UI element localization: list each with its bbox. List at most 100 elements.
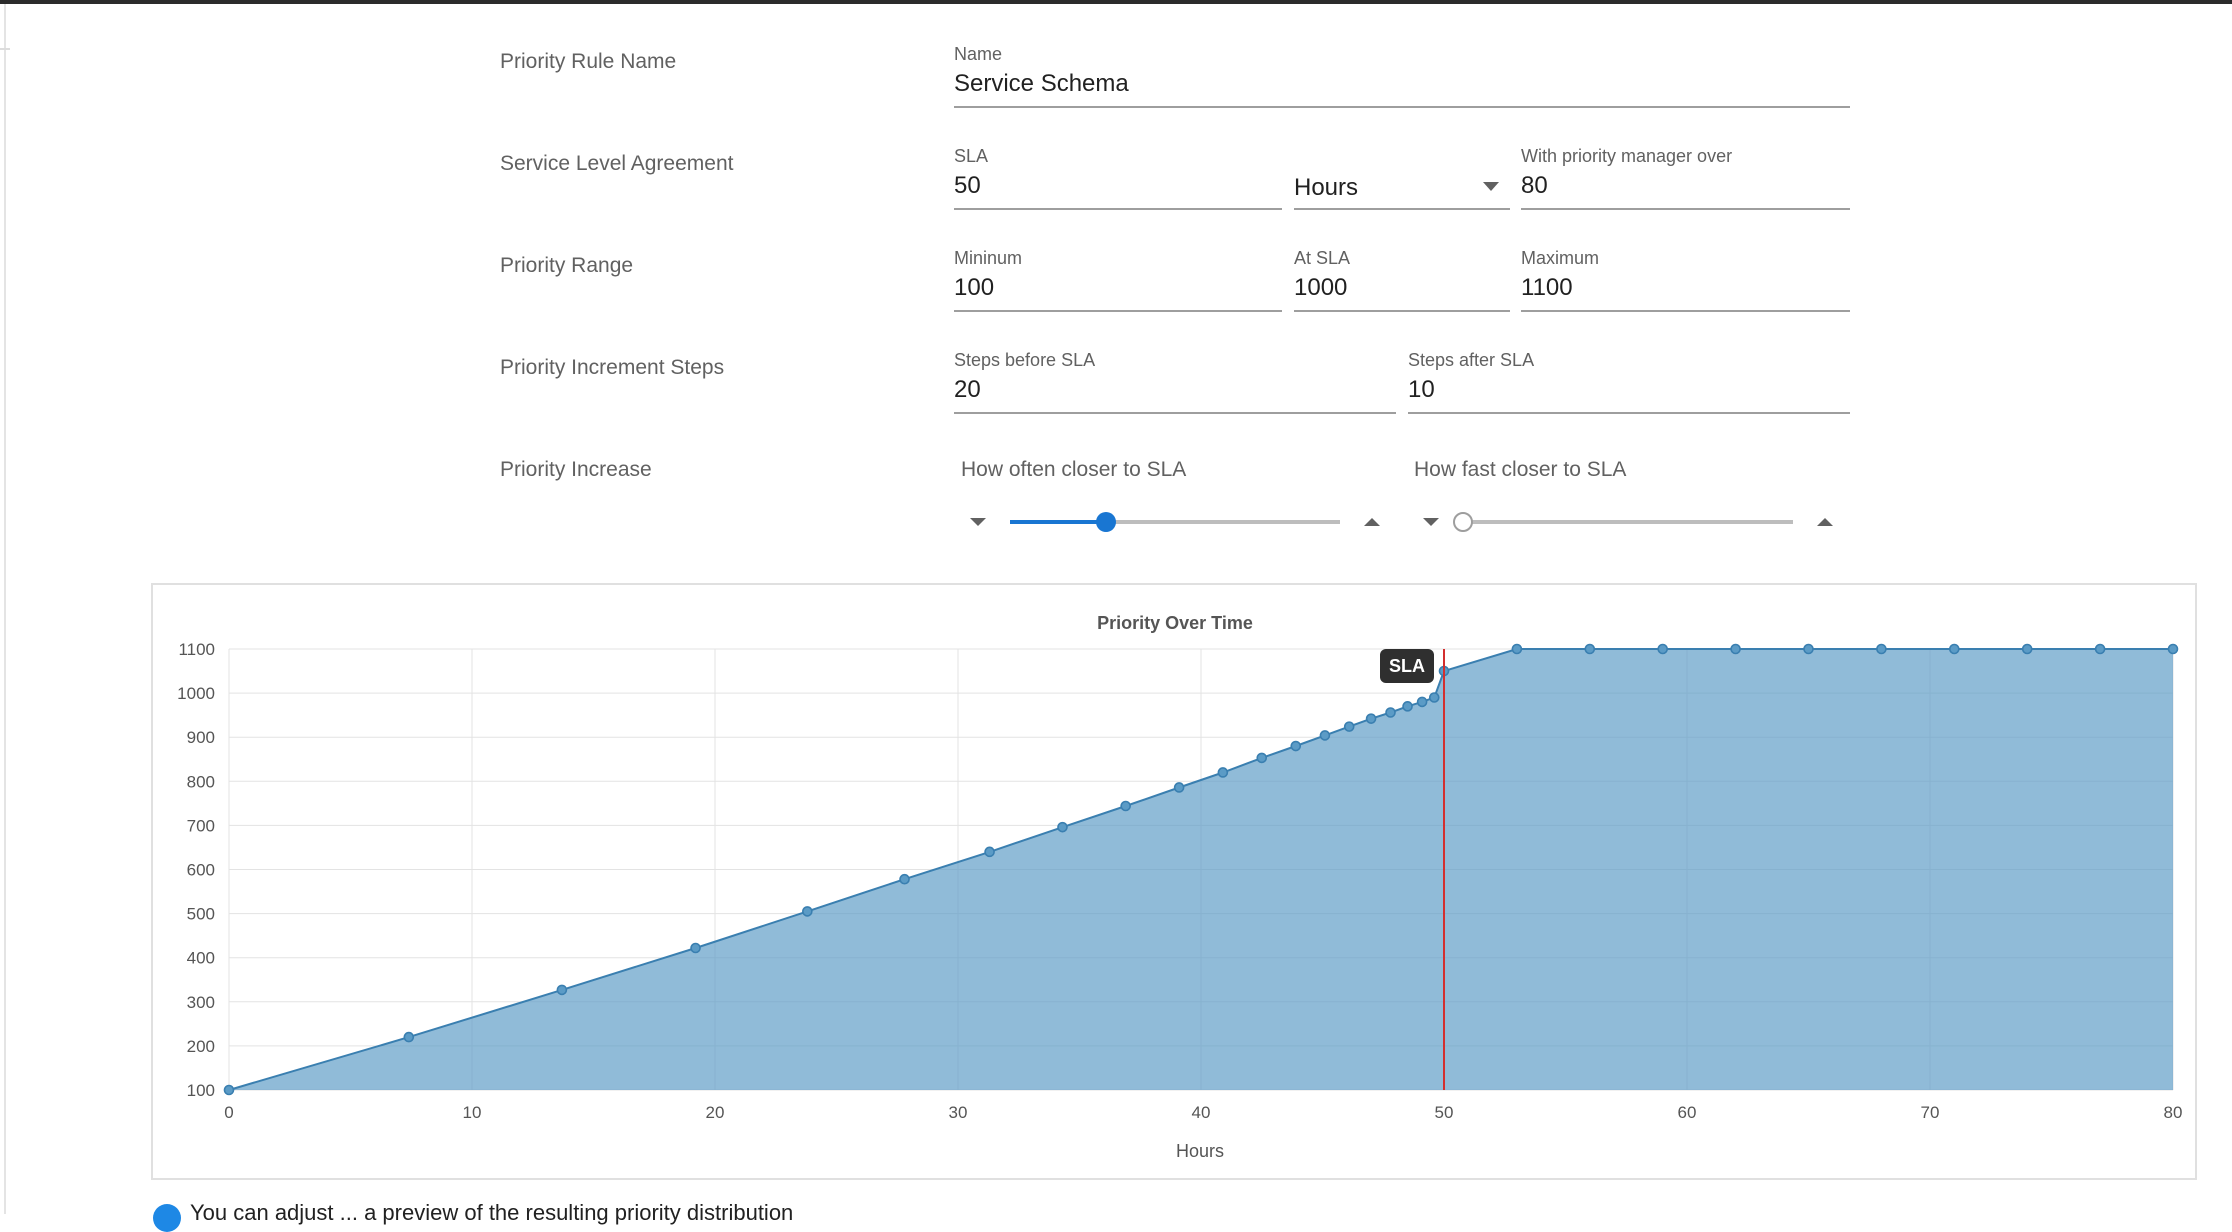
data-point bbox=[1657, 643, 1668, 655]
chevron-down-icon[interactable] bbox=[1483, 182, 1499, 191]
steps-before-sla-input[interactable]: 20 bbox=[954, 376, 981, 403]
maximum-label: Maximum bbox=[1521, 248, 1600, 268]
x-tick-label: 40 bbox=[1192, 1103, 1211, 1122]
often-slider-thumb[interactable] bbox=[1095, 512, 1116, 532]
data-point bbox=[1217, 767, 1229, 778]
name-input[interactable]: Service Schema bbox=[954, 70, 1129, 97]
often-slider-fill bbox=[1010, 520, 1106, 524]
x-tick-label: 60 bbox=[1678, 1103, 1697, 1122]
x-tick-label: 30 bbox=[949, 1103, 968, 1122]
data-point bbox=[1290, 740, 1302, 752]
data-point bbox=[802, 906, 813, 917]
maximum-input[interactable]: 1100 bbox=[1521, 274, 1573, 301]
data-point bbox=[1120, 800, 1131, 812]
data-point bbox=[1803, 643, 1814, 655]
sla-input[interactable]: 50 bbox=[954, 172, 981, 199]
data-point bbox=[2094, 643, 2106, 655]
y-tick-label: 1000 bbox=[177, 684, 215, 703]
priority-range-label: Priority Range bbox=[500, 254, 634, 277]
data-point bbox=[223, 1084, 235, 1096]
name-field-label: Name bbox=[954, 44, 1003, 64]
left-divider bbox=[4, 4, 6, 1214]
often-decrease-icon[interactable] bbox=[970, 518, 986, 526]
steps-after-sla-field[interactable]: Steps after SLA 10 bbox=[1408, 350, 1850, 416]
often-slider-track[interactable] bbox=[1010, 520, 1340, 524]
data-point bbox=[1416, 696, 1428, 708]
y-tick-label: 100 bbox=[187, 1081, 215, 1100]
data-point bbox=[1428, 692, 1440, 703]
sla-field-label: SLA bbox=[954, 146, 989, 166]
left-divider-notch bbox=[0, 48, 10, 50]
data-point bbox=[1365, 713, 1377, 724]
priority-over-time-chart: 100 200 300 400 500 600 700 800 900 1000 1100 0 10 2… bbox=[177, 613, 2182, 1161]
data-point bbox=[1949, 643, 1960, 655]
x-tick-label: 70 bbox=[1921, 1103, 1940, 1122]
sla-underline bbox=[954, 208, 1282, 210]
sla-unit-underline bbox=[1294, 208, 1510, 210]
service-level-agreement-label: Service Level Agreement bbox=[500, 152, 734, 175]
at-sla-underline bbox=[1294, 310, 1510, 312]
data-point bbox=[1876, 643, 1887, 655]
data-point bbox=[2167, 643, 2179, 655]
sla-badge-label: SLA bbox=[1389, 656, 1425, 676]
data-point bbox=[1057, 821, 1068, 833]
fast-slider-track[interactable] bbox=[1463, 520, 1793, 524]
steps-before-sla-underline bbox=[954, 412, 1396, 414]
priority-chart-card: 100 200 300 400 500 600 700 800 900 1000 1100 0 10 2… bbox=[151, 583, 2197, 1180]
minimum-field[interactable]: Mininum 100 bbox=[954, 248, 1282, 314]
at-sla-input[interactable]: 1000 bbox=[1294, 274, 1348, 301]
data-point bbox=[1402, 701, 1413, 712]
maximum-underline bbox=[1521, 310, 1850, 312]
data-point bbox=[1584, 643, 1596, 655]
data-point bbox=[984, 846, 995, 858]
chart-x-ticks: 0 10 20 30 40 50 60 70 80 bbox=[224, 1103, 2182, 1122]
steps-after-sla-input[interactable]: 10 bbox=[1408, 376, 1435, 403]
y-tick-label: 400 bbox=[187, 949, 215, 968]
priority-manager-field[interactable]: With priority manager over 80 bbox=[1521, 146, 1850, 212]
chart-annotation: SLA bbox=[1380, 649, 1445, 1090]
minimum-input[interactable]: 100 bbox=[954, 274, 995, 301]
x-tick-label: 80 bbox=[2164, 1103, 2183, 1122]
data-point bbox=[1256, 752, 1268, 764]
data-point bbox=[1730, 643, 1741, 655]
x-tick-label: 50 bbox=[1435, 1103, 1454, 1122]
steps-before-sla-field[interactable]: Steps before SLA 20 bbox=[954, 350, 1396, 416]
sla-unit-select[interactable]: Hours bbox=[1294, 146, 1510, 212]
data-point bbox=[1343, 721, 1355, 732]
often-increase-icon[interactable] bbox=[1364, 518, 1380, 526]
steps-after-sla-label: Steps after SLA bbox=[1408, 350, 1535, 370]
window-top-bar bbox=[0, 0, 2232, 4]
priority-manager-underline bbox=[1521, 208, 1850, 210]
maximum-field[interactable]: Maximum 1100 bbox=[1521, 248, 1850, 314]
data-point bbox=[403, 1031, 415, 1043]
data-point bbox=[2021, 643, 2033, 655]
sla-unit-value: Hours bbox=[1294, 174, 1359, 201]
minimum-underline bbox=[954, 310, 1282, 312]
data-point bbox=[1319, 730, 1331, 741]
data-point bbox=[1511, 643, 1523, 655]
how-often-label: How often closer to SLA bbox=[961, 458, 1187, 481]
name-field[interactable]: Name Service Schema bbox=[954, 44, 1850, 110]
fast-increase-icon[interactable] bbox=[1817, 518, 1833, 526]
priority-increase-label: Priority Increase bbox=[500, 458, 652, 481]
chart-points bbox=[223, 643, 2179, 1096]
chart-title: Priority Over Time bbox=[1097, 613, 1253, 633]
y-tick-label: 900 bbox=[187, 728, 215, 747]
sla-field[interactable]: SLA 50 bbox=[954, 146, 1282, 212]
fast-decrease-icon[interactable] bbox=[1423, 518, 1439, 526]
priority-manager-label: With priority manager over bbox=[1521, 146, 1733, 166]
y-tick-label: 700 bbox=[187, 816, 215, 835]
name-underline bbox=[954, 106, 1850, 108]
fast-slider-thumb[interactable] bbox=[1453, 512, 1473, 532]
priority-manager-input[interactable]: 80 bbox=[1521, 172, 1548, 199]
data-point bbox=[556, 984, 568, 996]
area-fill bbox=[229, 649, 2173, 1090]
minimum-label: Mininum bbox=[954, 248, 1023, 268]
data-point bbox=[899, 873, 910, 885]
y-tick-label: 500 bbox=[187, 905, 215, 924]
at-sla-field[interactable]: At SLA 1000 bbox=[1294, 248, 1510, 314]
data-point bbox=[1385, 707, 1396, 718]
y-tick-label: 800 bbox=[187, 772, 215, 791]
x-tick-label: 10 bbox=[463, 1103, 482, 1122]
x-tick-label: 20 bbox=[706, 1103, 725, 1122]
